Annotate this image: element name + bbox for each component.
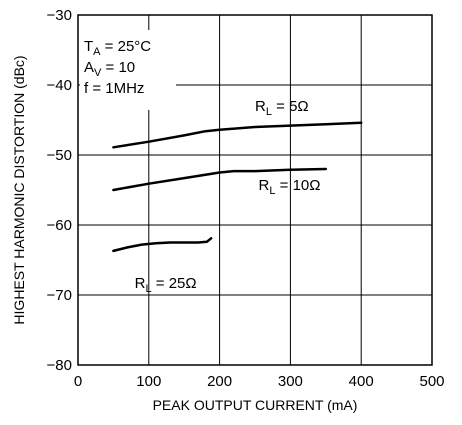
x-tick-labels: 0 100 200 300 400 500 xyxy=(74,373,445,390)
plot-frame xyxy=(77,14,433,366)
y-tick-label: −80 xyxy=(47,357,72,374)
y-tick-label: −60 xyxy=(47,217,72,234)
series-line xyxy=(112,121,363,149)
series-labels: RL = 5Ω RL = 10Ω RL = 25Ω xyxy=(135,98,321,295)
test-conditions: TA = 25°CAV = 10f = 1MHz xyxy=(84,38,151,97)
y-tick-label: −40 xyxy=(47,77,72,94)
condition-line: TA = 25°C xyxy=(84,38,151,58)
x-tick-label: 0 xyxy=(74,373,82,390)
series-label: RL = 25Ω xyxy=(135,275,197,295)
series-line xyxy=(112,167,328,192)
condition-line: f = 1MHz xyxy=(84,80,144,97)
x-tick-label: 300 xyxy=(278,373,303,390)
series-label: RL = 5Ω xyxy=(255,98,309,118)
x-tick-label: 200 xyxy=(207,373,232,390)
y-tick-label: −50 xyxy=(47,147,72,164)
y-tick-labels: −30 −40 −50 −60 −70 −80 xyxy=(47,7,72,374)
y-tick-label: −30 xyxy=(47,7,72,24)
series-label: RL = 10Ω xyxy=(259,177,321,197)
condition-line: AV = 10 xyxy=(84,59,135,79)
x-tick-label: 400 xyxy=(349,373,374,390)
x-axis-title: PEAK OUTPUT CURRENT (mA) xyxy=(153,397,358,413)
conditions-background xyxy=(80,30,176,110)
y-axis-title: HIGHEST HARMONIC DISTORTION (dBc) xyxy=(11,55,27,324)
x-tick-label: 500 xyxy=(419,373,444,390)
series-lines xyxy=(112,121,363,253)
series-line xyxy=(112,237,213,253)
y-tick-label: −70 xyxy=(47,287,72,304)
x-tick-label: 100 xyxy=(136,373,161,390)
